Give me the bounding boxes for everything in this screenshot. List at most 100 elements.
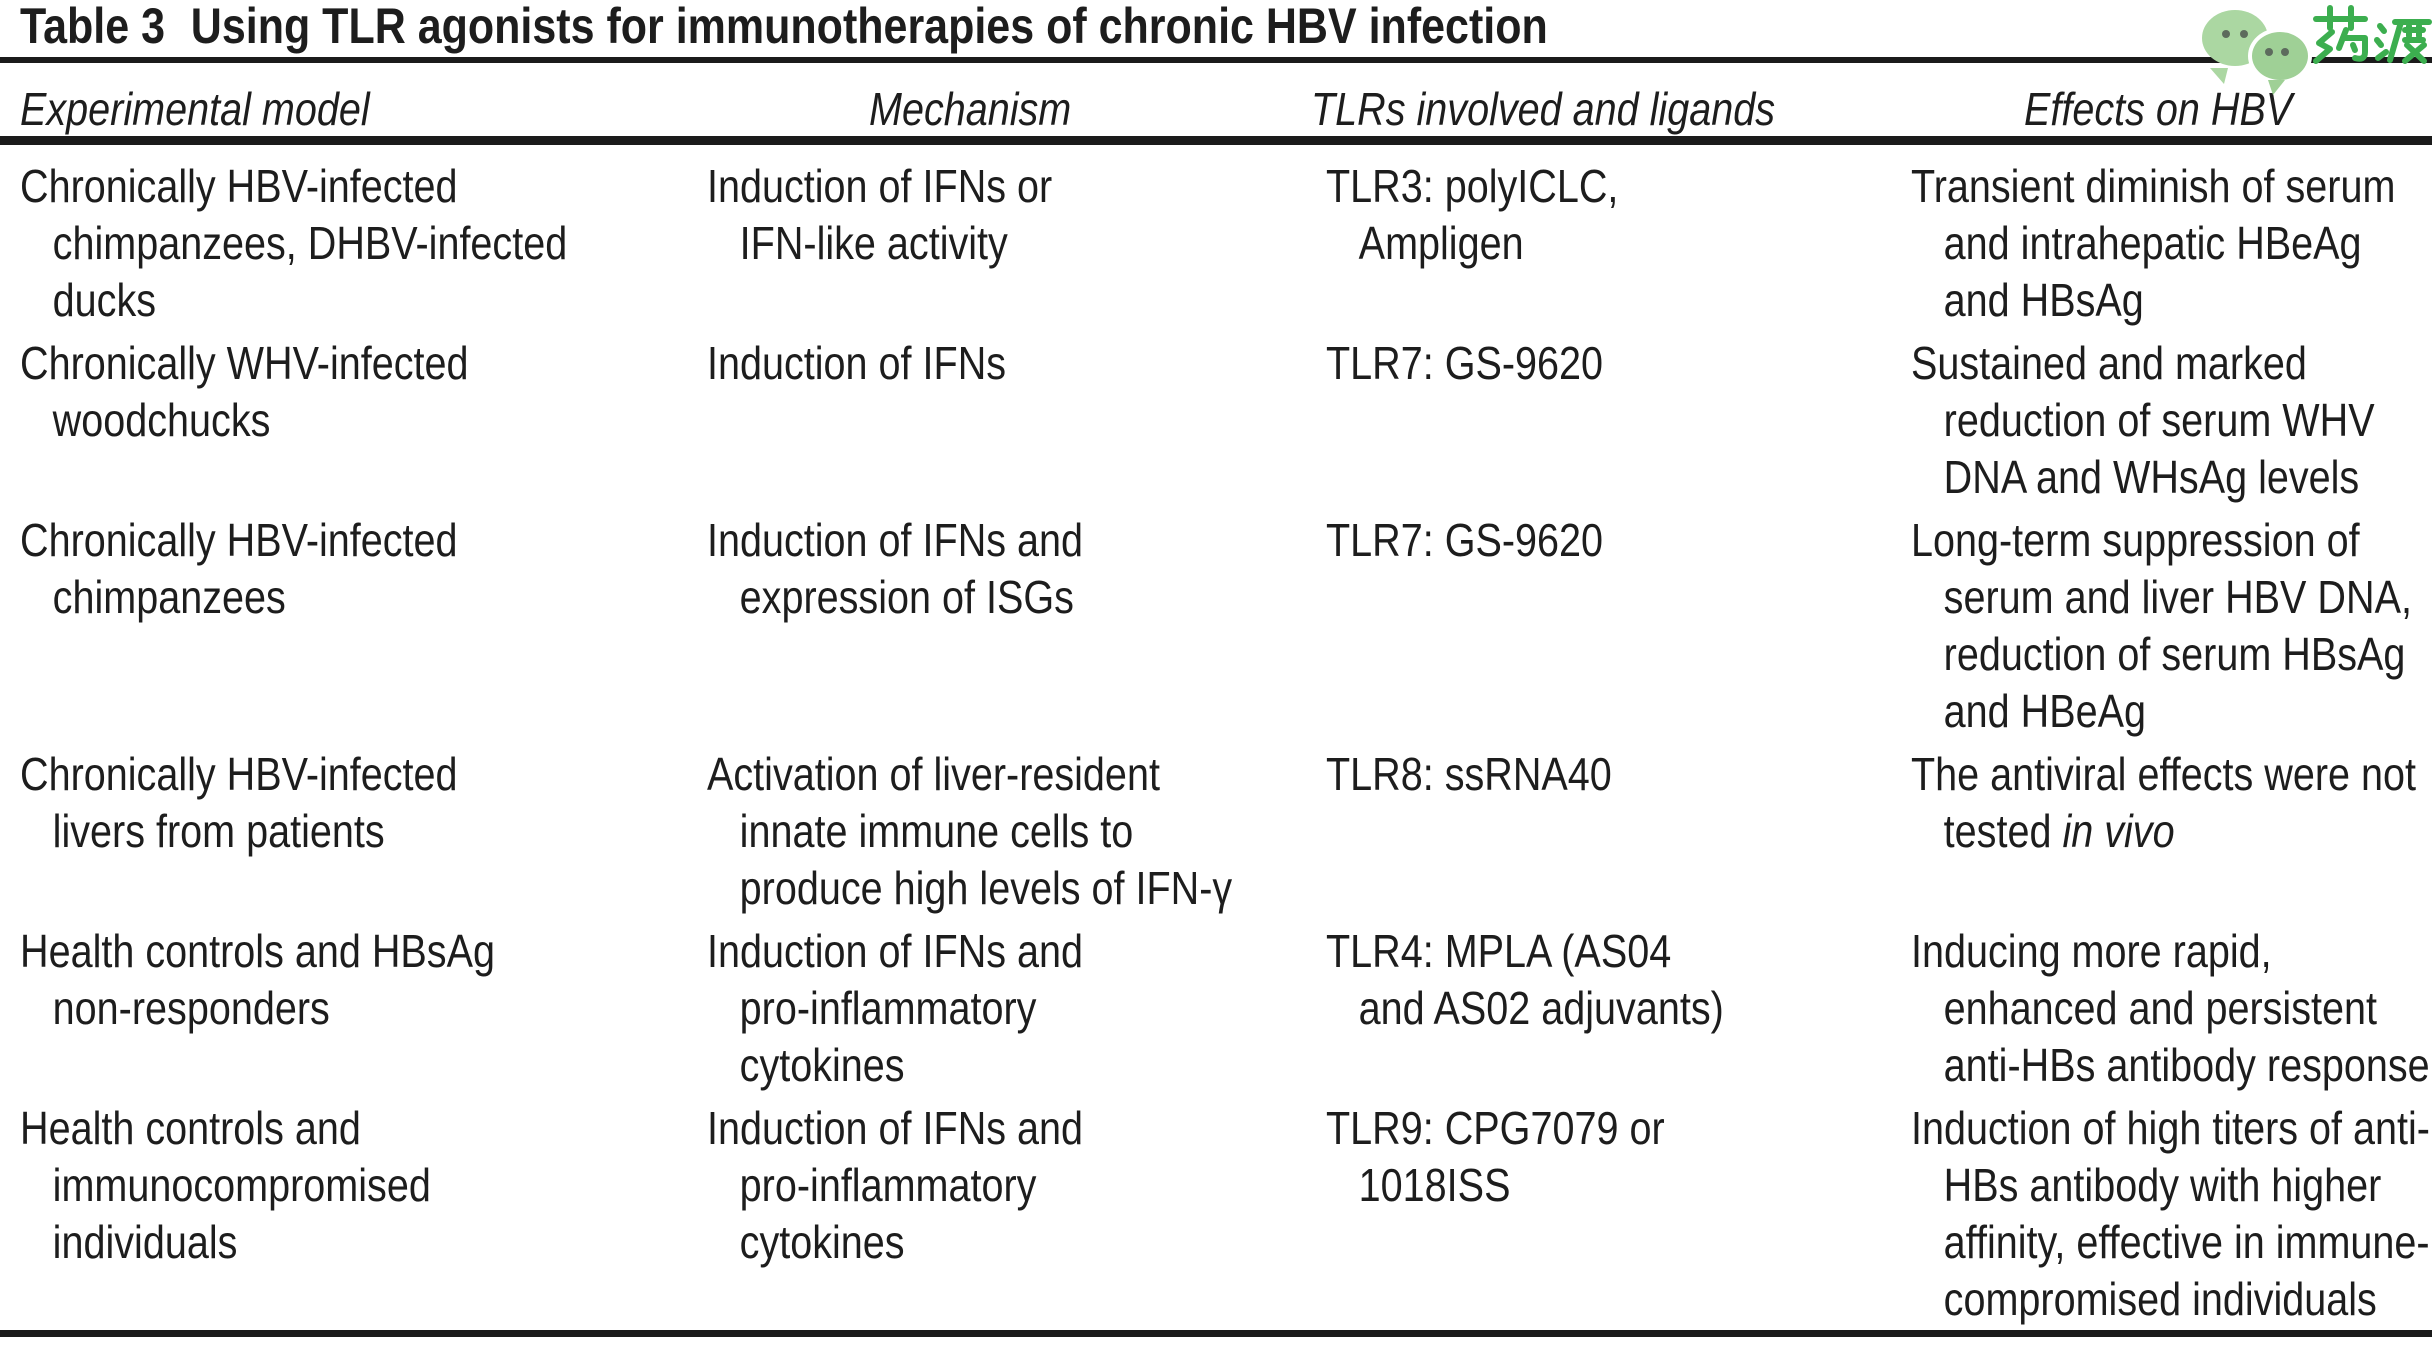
cell-line: Induction of IFNs (707, 337, 1007, 389)
cell-line: produce high levels of IFN-γ (739, 862, 1233, 914)
cell-line: reduction of serum HBsAg (1943, 628, 2406, 680)
cell-line: Induction of IFNs and (707, 925, 1084, 977)
cell-line: Sustained and marked (1911, 337, 2307, 389)
cell-line: Health controls and HBsAg (20, 925, 495, 977)
cell-line: ducks (52, 274, 157, 326)
cell-line: Chronically WHV-infected (20, 337, 469, 389)
cell-line: Induction of high titers of anti- (1911, 1102, 2430, 1154)
cell-line: Chronically HBV-infected (20, 748, 458, 800)
cell-line: Inducing more rapid, (1911, 925, 2272, 977)
cell-line: The antiviral effects were not (1911, 748, 2417, 800)
cell-line: and HBeAg (1943, 685, 2147, 737)
cell-line: and HBsAg (1943, 274, 2144, 326)
table-row: Health controls and immunocompromised indi… (20, 1100, 2432, 1328)
header-experimental-model: Experimental model (20, 83, 370, 135)
cell-tlrs: TLR7: GS-9620 (1326, 512, 1911, 740)
table-body: Chronically HBV-infected chimpanzees, DHB… (0, 158, 2432, 1334)
cell-model: Chronically WHV-infected woodchucks (20, 335, 707, 506)
cell-line: Induction of IFNs and (707, 514, 1084, 566)
cell-effects: Long-term suppression of serum and liver … (1911, 512, 2432, 740)
table-row: Chronically WHV-infected woodchucks Induct… (20, 335, 2432, 506)
wechat-icon-tail (2268, 80, 2285, 95)
cell-line: Induction of IFNs and (707, 1102, 1084, 1154)
cell-model: Health controls and HBsAg non-responders (20, 923, 707, 1094)
cell-mechanism: Induction of IFNs (707, 335, 1326, 506)
cell-line: serum and liver HBV DNA, (1943, 571, 2412, 623)
cell-line: TLR4: MPLA (AS04 (1326, 925, 1672, 977)
top-rule (0, 57, 2432, 63)
brand-logo: 药渡 (2198, 2, 2432, 95)
table-title-text: Using TLR agonists for immunotherapies o… (190, 0, 1548, 54)
cell-effects: Transient diminish of serum and intrahepa… (1911, 158, 2432, 329)
header-effects-on-hbv: Effects on HBV (2024, 83, 2293, 135)
header-rule (0, 136, 2432, 145)
table-row: Health controls and HBsAg non-responders I… (20, 923, 2432, 1094)
wechat-icon-tail (2210, 68, 2228, 84)
cell-mechanism: Induction of IFNs or IFN-like activity (707, 158, 1326, 329)
cell-line: Activation of liver-resident (707, 748, 1160, 800)
cell-line: and AS02 adjuvants) (1358, 982, 1724, 1034)
cell-line: cytokines (739, 1039, 905, 1091)
cell-line: compromised individuals (1943, 1273, 2377, 1325)
brand-name-glyphs (2310, 2, 2432, 66)
cell-model: Chronically HBV-infected chimpanzees (20, 512, 707, 740)
cell-line: Chronically HBV-infected (20, 160, 458, 212)
cell-tlrs: TLR9: CPG7079 or 1018ISS (1326, 1100, 1911, 1328)
cell-line: TLR3: polyICLC, (1326, 160, 1619, 212)
cell-line: enhanced and persistent (1943, 982, 2377, 1034)
cell-line: expression of ISGs (739, 571, 1074, 623)
cell-line: chimpanzees, DHBV-infected (52, 217, 568, 269)
wechat-icon-eye (2281, 48, 2289, 56)
cell-line: Ampligen (1358, 217, 1524, 269)
cell-line: immunocompromised (52, 1159, 431, 1211)
cell-mechanism: Activation of liver-resident innate immun… (707, 746, 1326, 917)
cell-tlrs: TLR4: MPLA (AS04 and AS02 adjuvants) (1326, 923, 1911, 1094)
cell-line: individuals (52, 1216, 238, 1268)
header-mechanism: Mechanism (869, 83, 1072, 135)
cell-line: TLR7: GS-9620 (1326, 337, 1604, 389)
cell-line: Long-term suppression of (1911, 514, 2360, 566)
cell-line: TLR9: CPG7079 or (1326, 1102, 1665, 1154)
cell-model: Chronically HBV-infected livers from pati… (20, 746, 707, 917)
table-title: Table 3 Using TLR agonists for immunother… (20, 0, 1796, 56)
cell-line: TLR7: GS-9620 (1326, 514, 1604, 566)
cell-line: TLR8: ssRNA40 (1326, 748, 1612, 800)
cell-line: Chronically HBV-infected (20, 514, 458, 566)
cell-line: Induction of IFNs or (707, 160, 1053, 212)
cell-line: Transient diminish of serum (1911, 160, 2396, 212)
cell-line: reduction of serum WHV (1943, 394, 2375, 446)
cell-line: 1018ISS (1358, 1159, 1511, 1211)
cell-line: pro-inflammatory (739, 982, 1037, 1034)
cell-line: non-responders (52, 982, 330, 1034)
cell-tlrs: TLR8: ssRNA40 (1326, 746, 1911, 917)
cell-mechanism: Induction of IFNs and expression of ISGs (707, 512, 1326, 740)
cell-line: cytokines (739, 1216, 905, 1268)
table-row: Chronically HBV-infected chimpanzees Induc… (20, 512, 2432, 740)
cell-line: IFN-like activity (739, 217, 1008, 269)
wechat-icon-eye (2222, 30, 2230, 38)
cell-line: affinity, effective in immune- (1943, 1216, 2430, 1268)
cell-line: Health controls and (20, 1102, 361, 1154)
cell-tlrs: TLR3: polyICLC, Ampligen (1326, 158, 1911, 329)
wechat-icon-eye (2265, 48, 2273, 56)
cell-line: and intrahepatic HBeAg (1943, 217, 2362, 269)
cell-effects: Inducing more rapid, enhanced and persist… (1911, 923, 2432, 1094)
cell-line: innate immune cells to (739, 805, 1134, 857)
brand-name-text: 药渡 (2198, 2, 2199, 3)
cell-model: Chronically HBV-infected chimpanzees, DHB… (20, 158, 707, 329)
cell-line: woodchucks (52, 394, 271, 446)
cell-effects: The antiviral effects were not tested in … (1911, 746, 2432, 917)
bottom-rule (0, 1330, 2432, 1337)
table-number: Table 3 (20, 0, 165, 54)
cell-line: livers from patients (52, 805, 385, 857)
cell-line: pro-inflammatory (739, 1159, 1037, 1211)
cell-effects: Sustained and marked reduction of serum W… (1911, 335, 2432, 506)
wechat-icon-small-bubble (2248, 28, 2312, 95)
table-row: Chronically HBV-infected chimpanzees, DHB… (20, 158, 2432, 329)
cell-line: tested in vivo (1943, 805, 2175, 857)
cell-tlrs: TLR7: GS-9620 (1326, 335, 1911, 506)
table-row: Chronically HBV-infected livers from pati… (20, 746, 2432, 917)
header-tlrs-involved-and-ligands: TLRs involved and ligands (1311, 83, 1776, 135)
cell-effects: Induction of high titers of anti- HBs ant… (1911, 1100, 2432, 1328)
wechat-icon-eye (2240, 30, 2248, 38)
